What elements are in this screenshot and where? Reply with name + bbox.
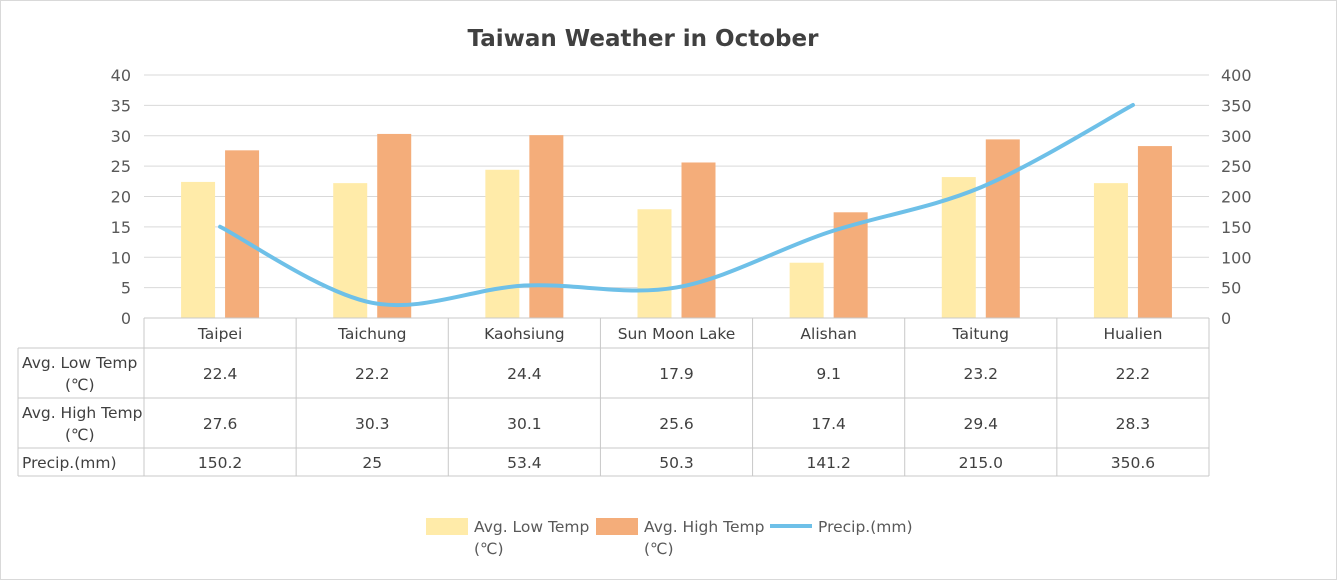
- data-label: 9.1: [816, 365, 841, 383]
- data-label: 25.6: [659, 415, 694, 433]
- data-label: 24.4: [507, 365, 542, 383]
- data-label: 22.2: [1116, 365, 1151, 383]
- left-axis-ticks: 0 5 10 15 20 25 30 35 40: [111, 66, 131, 328]
- chart-title: Taiwan Weather in October: [468, 26, 820, 52]
- category-label: Taichung: [337, 325, 407, 343]
- left-axis-tick-label: 15: [111, 218, 131, 237]
- legend: Avg. Low Temp (℃) Avg. High Temp (℃) Precip.…: [426, 518, 913, 558]
- legend-key: [596, 518, 638, 535]
- right-axis-tick-label: 250: [1221, 157, 1252, 176]
- row-label: Avg. Low Temp: [22, 354, 137, 372]
- data-label: 25: [362, 454, 382, 472]
- data-label: 28.3: [1116, 415, 1151, 433]
- left-axis-tick-label: 35: [111, 96, 131, 115]
- category-label: Hualien: [1103, 325, 1162, 343]
- data-label: 17.4: [811, 415, 846, 433]
- bar: [529, 135, 564, 318]
- data-label: 29.4: [964, 415, 999, 433]
- bar-series: [181, 133, 1172, 318]
- right-axis-tick-label: 200: [1221, 188, 1252, 207]
- data-label: 215.0: [959, 454, 1003, 472]
- category-label: Kaohsiung: [484, 325, 565, 343]
- data-label: 150.2: [198, 454, 242, 472]
- bar: [681, 162, 716, 318]
- bar: [181, 181, 216, 318]
- left-axis-tick-label: 5: [121, 279, 131, 298]
- legend-label: (℃): [644, 540, 674, 558]
- bar: [637, 209, 672, 318]
- row-label: (℃): [65, 426, 95, 444]
- bar: [485, 169, 520, 318]
- left-axis-tick-label: 25: [111, 157, 131, 176]
- right-axis-tick-label: 150: [1221, 218, 1252, 237]
- data-label: 30.3: [355, 415, 390, 433]
- gridlines: [144, 74, 1209, 319]
- row-label: Avg. High Temp: [22, 404, 142, 422]
- data-label: 350.6: [1111, 454, 1155, 472]
- data-label: 17.9: [659, 365, 694, 383]
- left-axis-tick-label: 10: [111, 248, 131, 267]
- data-label: 50.3: [659, 454, 694, 472]
- data-label: 27.6: [203, 415, 238, 433]
- right-axis-tick-label: 100: [1221, 248, 1252, 267]
- bar: [377, 133, 412, 318]
- bar: [1137, 146, 1172, 318]
- data-label: 22.4: [203, 365, 238, 383]
- bar: [985, 139, 1020, 318]
- left-axis-tick-label: 20: [111, 188, 131, 207]
- left-axis-tick-label: 30: [111, 127, 131, 146]
- data-label: 141.2: [806, 454, 850, 472]
- legend-label: Avg. Low Temp: [474, 518, 589, 536]
- right-axis-ticks: 0 50 100 150 200 250 300 350 400: [1221, 66, 1252, 328]
- legend-label: Precip.(mm): [818, 518, 913, 536]
- left-axis-tick-label: 40: [111, 66, 131, 85]
- data-label: 30.1: [507, 415, 542, 433]
- data-label: 23.2: [964, 365, 999, 383]
- data-table: Taipei Taichung Kaohsiung Sun Moon Lake Alis…: [17, 317, 1210, 477]
- bar: [1093, 183, 1128, 318]
- right-axis-tick-label: 400: [1221, 66, 1252, 85]
- data-label: 53.4: [507, 454, 542, 472]
- right-axis-tick-label: 0: [1221, 309, 1231, 328]
- category-label: Alishan: [800, 325, 856, 343]
- legend-label: Avg. High Temp: [644, 518, 764, 536]
- legend-key: [426, 518, 468, 535]
- category-label: Sun Moon Lake: [618, 325, 736, 343]
- row-label: (℃): [65, 376, 95, 394]
- category-label: Taipei: [197, 325, 242, 343]
- right-axis-tick-label: 350: [1221, 96, 1252, 115]
- right-axis-tick-label: 50: [1221, 279, 1241, 298]
- data-label: 22.2: [355, 365, 390, 383]
- left-axis-tick-label: 0: [121, 309, 131, 328]
- right-axis-tick-label: 300: [1221, 127, 1252, 146]
- legend-label: (℃): [474, 540, 504, 558]
- row-label: Precip.(mm): [22, 454, 117, 472]
- line-series: [218, 103, 1135, 308]
- category-label: Taitung: [952, 325, 1009, 343]
- bar: [789, 262, 824, 318]
